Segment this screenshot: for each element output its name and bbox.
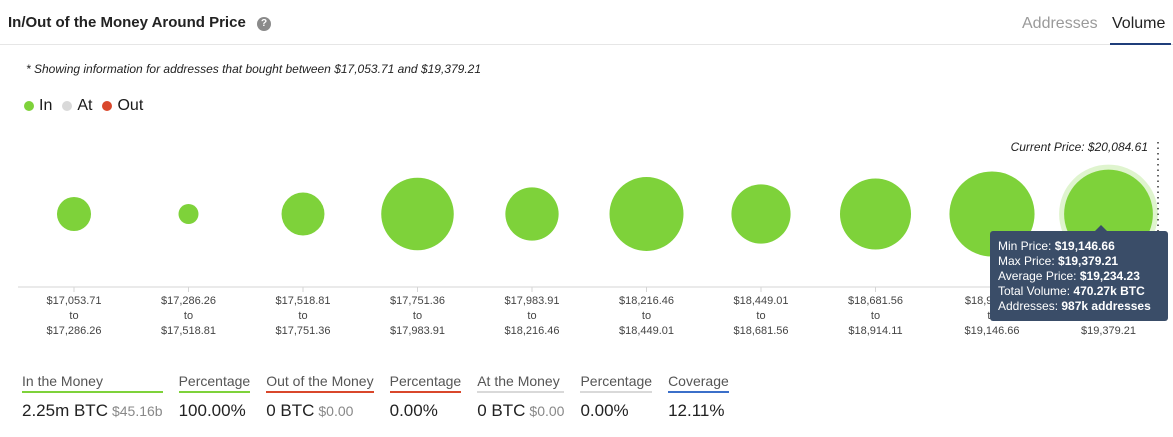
x-tick-label: $18,216.46 [504,325,559,337]
x-tick-label: $17,751.36 [275,325,330,337]
stat-value: 0 BTC $0.00 [266,401,354,420]
tooltip-row: Min Price: $19,146.66 [998,239,1115,253]
x-tick-label: $18,681.56 [733,325,788,337]
stat-label: In the Money [22,373,163,393]
legend-dot-in [24,101,34,111]
x-tick-label: $17,286.26 [161,295,216,307]
x-tick-label: to [642,310,651,322]
stat-label: Percentage [389,373,462,393]
x-tick-label: to [871,310,880,322]
stat-label: Coverage [668,373,729,393]
bubble [178,204,199,224]
x-tick-label: to [184,310,193,322]
help-icon[interactable]: ? [257,17,271,31]
x-tick-label: $17,751.36 [390,295,445,307]
bubble [281,192,325,236]
stat-value: 12.11% [668,401,725,420]
stat-value: 0.00% [580,401,629,420]
summary-stats: In the Money 2.25m BTC $45.16b Percentage… [22,373,729,421]
stat-value: 0.00% [389,401,438,420]
legend-label-at: At [77,97,93,114]
stat-at-percentage: Percentage 0.00% [580,373,653,421]
stat-coverage: Coverage 12.11% [668,373,729,421]
stat-label: Percentage [580,373,653,393]
legend-item-out[interactable]: Out [102,97,143,115]
x-tick-label: to [69,310,78,322]
legend-label-out: Out [117,97,144,114]
x-tick-label: $18,449.01 [619,325,674,337]
stat-label: At the Money [477,373,565,393]
x-tick-label: $17,518.81 [161,325,216,337]
legend-item-in[interactable]: In [24,97,52,115]
tab-addresses[interactable]: Addresses [1022,15,1098,32]
stat-value: 0 BTC $0.00 [477,401,565,420]
tooltip-arrow [1094,225,1108,232]
x-tick-label: to [298,310,307,322]
x-tick-label: $18,449.01 [733,295,788,307]
x-tick-label: $17,053.71 [46,295,101,307]
legend-dot-at [62,101,73,111]
x-tick-label: $18,681.56 [848,295,903,307]
legend-label-in: In [39,97,53,114]
x-tick-label: $19,146.66 [964,325,1019,337]
active-tab-indicator [1110,43,1171,45]
legend: In At Out [24,97,143,115]
x-tick-label: to [413,310,422,322]
tooltip-row: Average Price: $19,234.23 [998,269,1140,283]
x-tick-label: $17,286.26 [46,325,101,337]
bubble-tooltip: Min Price: $19,146.66 Max Price: $19,379… [990,231,1168,321]
stat-in-the-money: In the Money 2.25m BTC $45.16b [22,373,163,421]
widget-title: In/Out of the Money Around Price [8,14,246,31]
stat-out-of-the-money: Out of the Money 0 BTC $0.00 [266,373,374,421]
x-tick-label: to [527,310,536,322]
range-note: * Showing information for addresses that… [26,62,481,76]
x-tick-label: $18,216.46 [619,295,674,307]
x-tick-label: $17,983.91 [390,325,445,337]
current-price-label: Current Price: $20,084.61 [1011,140,1148,154]
tooltip-row: Addresses: 987k addresses [998,299,1151,313]
bubble [381,177,454,251]
stat-out-percentage: Percentage 0.00% [389,373,462,421]
legend-item-at[interactable]: At [62,97,92,115]
legend-dot-out [102,101,113,111]
x-tick-label: $17,983.91 [504,295,559,307]
stat-value: 2.25m BTC $45.16b [22,401,163,420]
x-tick-label: $17,518.81 [275,295,330,307]
stat-label: Out of the Money [266,373,374,393]
stat-label: Percentage [178,373,251,393]
stat-in-percentage: Percentage 100.00% [178,373,251,421]
bubble [839,178,912,250]
x-tick-label: to [756,310,765,322]
stat-at-the-money: At the Money 0 BTC $0.00 [477,373,565,421]
bubble [505,187,559,241]
widget-header: In/Out of the Money Around Price ? Addre… [0,0,1173,45]
bubble [731,184,791,244]
bubble [609,177,684,251]
x-tick-label: $18,914.11 [848,325,902,337]
bubble [56,196,92,232]
stat-value: 100.00% [178,401,246,420]
tooltip-row: Total Volume: 470.27k BTC [998,284,1145,298]
tooltip-row: Max Price: $19,379.21 [998,254,1119,268]
x-tick-label: $19,379.21 [1081,325,1136,337]
tab-volume[interactable]: Volume [1112,15,1166,32]
